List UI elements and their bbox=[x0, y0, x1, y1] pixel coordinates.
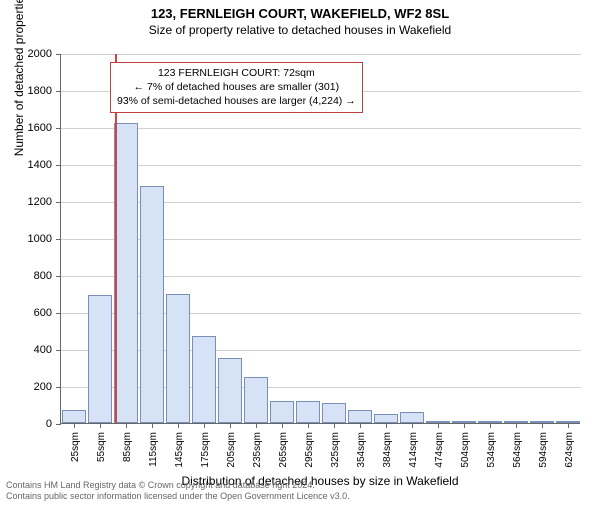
grid-line bbox=[61, 350, 581, 351]
xtick-label: 414sqm bbox=[408, 432, 419, 468]
xtick-label: 504sqm bbox=[460, 432, 471, 468]
xtick-label: 235sqm bbox=[252, 432, 263, 468]
ytick-label: 2000 bbox=[0, 48, 52, 60]
xtick-label: 474sqm bbox=[434, 432, 445, 468]
xtick-mark bbox=[386, 423, 387, 428]
annotation-line-1: 123 FERNLEIGH COURT: 72sqm bbox=[117, 66, 356, 80]
histogram-bar bbox=[374, 414, 398, 423]
histogram-bar bbox=[270, 401, 294, 423]
histogram-bar bbox=[140, 186, 164, 423]
footer-line-1: Contains HM Land Registry data © Crown c… bbox=[6, 480, 350, 491]
ytick-mark bbox=[56, 202, 61, 203]
xtick-mark bbox=[282, 423, 283, 428]
histogram-bar bbox=[114, 123, 138, 423]
grid-line bbox=[61, 202, 581, 203]
histogram-bar bbox=[88, 295, 112, 423]
ytick-mark bbox=[56, 128, 61, 129]
ytick-mark bbox=[56, 239, 61, 240]
ytick-label: 600 bbox=[0, 307, 52, 319]
xtick-label: 175sqm bbox=[200, 432, 211, 468]
ytick-mark bbox=[56, 276, 61, 277]
annotation-line-2: ← 7% of detached houses are smaller (301… bbox=[117, 80, 356, 94]
histogram-bar bbox=[322, 403, 346, 423]
ytick-label: 1200 bbox=[0, 196, 52, 208]
xtick-mark bbox=[490, 423, 491, 428]
xtick-label: 265sqm bbox=[278, 432, 289, 468]
xtick-label: 145sqm bbox=[174, 432, 185, 468]
xtick-label: 354sqm bbox=[356, 432, 367, 468]
ytick-label: 1000 bbox=[0, 233, 52, 245]
xtick-label: 55sqm bbox=[96, 432, 107, 462]
ytick-label: 800 bbox=[0, 270, 52, 282]
annotation-box: 123 FERNLEIGH COURT: 72sqm ← 7% of detac… bbox=[110, 62, 363, 113]
annotation-line-3: 93% of semi-detached houses are larger (… bbox=[117, 94, 356, 108]
histogram-bar bbox=[62, 410, 86, 423]
grid-line bbox=[61, 313, 581, 314]
histogram-bar bbox=[400, 412, 424, 423]
xtick-label: 624sqm bbox=[564, 432, 575, 468]
ytick-mark bbox=[56, 424, 61, 425]
xtick-mark bbox=[334, 423, 335, 428]
grid-line bbox=[61, 165, 581, 166]
grid-line bbox=[61, 239, 581, 240]
title-main: 123, FERNLEIGH COURT, WAKEFIELD, WF2 8SL bbox=[0, 6, 600, 21]
xtick-label: 295sqm bbox=[304, 432, 315, 468]
xtick-label: 564sqm bbox=[512, 432, 523, 468]
xtick-mark bbox=[256, 423, 257, 428]
xtick-mark bbox=[152, 423, 153, 428]
xtick-mark bbox=[230, 423, 231, 428]
grid-line bbox=[61, 54, 581, 55]
ytick-mark bbox=[56, 54, 61, 55]
xtick-mark bbox=[308, 423, 309, 428]
ytick-mark bbox=[56, 350, 61, 351]
footer-attribution: Contains HM Land Registry data © Crown c… bbox=[6, 480, 350, 503]
xtick-label: 384sqm bbox=[382, 432, 393, 468]
ytick-mark bbox=[56, 387, 61, 388]
grid-line bbox=[61, 128, 581, 129]
histogram-bar bbox=[166, 294, 190, 424]
xtick-label: 205sqm bbox=[226, 432, 237, 468]
xtick-mark bbox=[542, 423, 543, 428]
histogram-bar bbox=[218, 358, 242, 423]
ytick-label: 1800 bbox=[0, 85, 52, 97]
ytick-mark bbox=[56, 313, 61, 314]
xtick-label: 25sqm bbox=[70, 432, 81, 462]
xtick-label: 85sqm bbox=[122, 432, 133, 462]
xtick-mark bbox=[126, 423, 127, 428]
ytick-mark bbox=[56, 165, 61, 166]
xtick-mark bbox=[516, 423, 517, 428]
title-sub: Size of property relative to detached ho… bbox=[0, 23, 600, 37]
xtick-label: 115sqm bbox=[148, 432, 159, 467]
xtick-label: 534sqm bbox=[486, 432, 497, 468]
histogram-chart: 25sqm55sqm85sqm115sqm145sqm175sqm205sqm2… bbox=[60, 54, 580, 424]
ytick-label: 0 bbox=[0, 418, 52, 430]
histogram-bar bbox=[244, 377, 268, 423]
ytick-label: 1600 bbox=[0, 122, 52, 134]
histogram-bar bbox=[296, 401, 320, 423]
xtick-mark bbox=[568, 423, 569, 428]
xtick-mark bbox=[178, 423, 179, 428]
grid-line bbox=[61, 276, 581, 277]
ytick-label: 1400 bbox=[0, 159, 52, 171]
histogram-bar bbox=[192, 336, 216, 423]
xtick-mark bbox=[100, 423, 101, 428]
histogram-bar bbox=[348, 410, 372, 423]
xtick-label: 325sqm bbox=[330, 432, 341, 468]
ytick-mark bbox=[56, 91, 61, 92]
ytick-label: 400 bbox=[0, 344, 52, 356]
grid-line bbox=[61, 387, 581, 388]
xtick-mark bbox=[74, 423, 75, 428]
xtick-label: 594sqm bbox=[538, 432, 549, 468]
xtick-mark bbox=[412, 423, 413, 428]
xtick-mark bbox=[438, 423, 439, 428]
footer-line-2: Contains public sector information licen… bbox=[6, 491, 350, 502]
xtick-mark bbox=[464, 423, 465, 428]
xtick-mark bbox=[360, 423, 361, 428]
ytick-label: 200 bbox=[0, 381, 52, 393]
xtick-mark bbox=[204, 423, 205, 428]
